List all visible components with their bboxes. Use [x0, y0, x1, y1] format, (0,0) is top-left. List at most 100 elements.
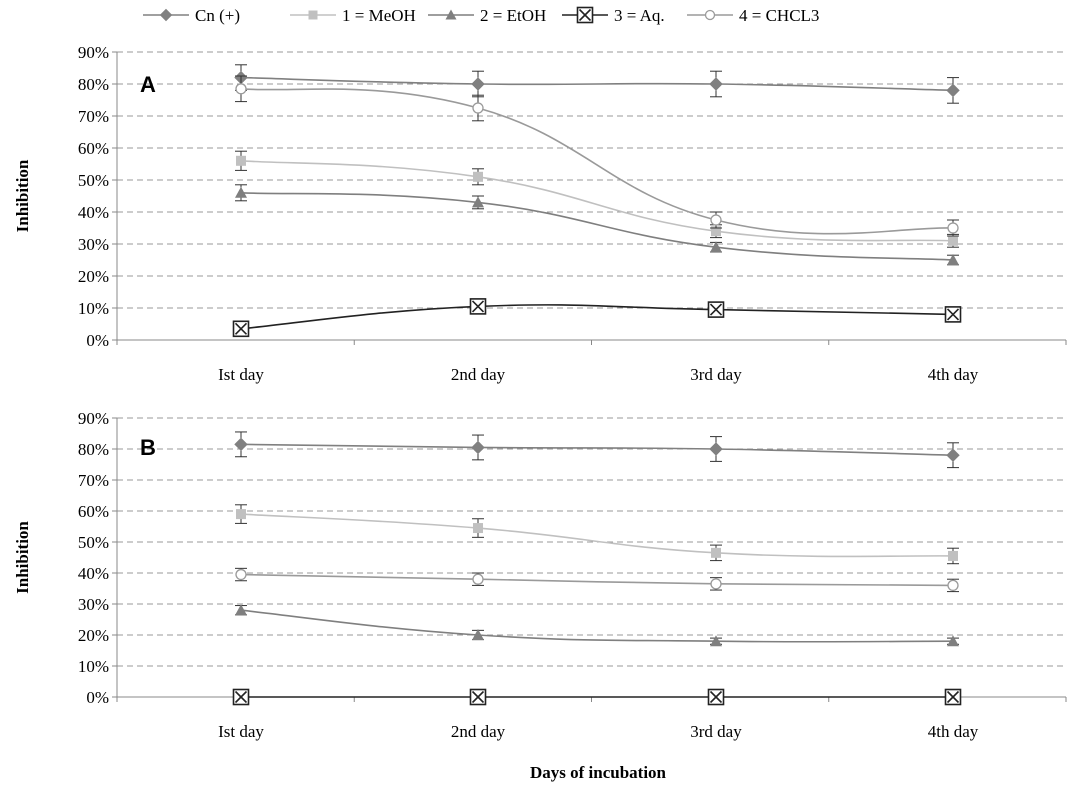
x-tick-label: 2nd day — [451, 365, 506, 384]
data-point — [707, 301, 725, 318]
y-tick-label: 90% — [78, 409, 109, 428]
series-line — [240, 573, 954, 587]
legend-item-3-aq: 3 = Aq. — [562, 6, 665, 25]
data-point — [235, 568, 247, 581]
data-point — [711, 226, 721, 237]
x-tick-label: Ist day — [218, 365, 264, 384]
marker-cross-b — [709, 690, 723, 704]
series-line — [240, 88, 954, 235]
data-point — [472, 573, 484, 585]
marker-cross-b — [234, 322, 248, 335]
data-point — [709, 77, 723, 91]
data-point — [946, 83, 960, 98]
y-tick-label: 70% — [78, 471, 109, 490]
series-4-chcl3 — [235, 567, 959, 593]
series-line — [240, 76, 954, 92]
legend-marker-circle — [704, 9, 716, 21]
y-tick-label: 10% — [78, 657, 109, 676]
marker-cross-b — [578, 8, 592, 22]
y-axis-title: Inhibition — [13, 521, 32, 594]
data-point — [235, 83, 247, 95]
data-point — [232, 688, 250, 706]
series-line — [240, 192, 954, 261]
y-tick-label: 70% — [78, 107, 109, 126]
data-point — [472, 196, 484, 208]
series-1-meoh — [235, 150, 959, 248]
marker-cross-b — [471, 690, 485, 704]
data-point — [472, 629, 484, 640]
marker-cross-b — [946, 690, 960, 704]
y-tick-label: 10% — [78, 299, 109, 318]
data-point — [473, 171, 483, 182]
series-cn — [234, 431, 960, 469]
data-point — [944, 688, 962, 706]
legend-item-2-etoh: 2 = EtOH — [428, 6, 546, 25]
chart-legend: Cn (+) 1 = MeOH 2 = EtOH 3 = Aq. 4 = CHCL3 — [143, 6, 819, 25]
y-tick-label: 0% — [86, 688, 109, 707]
x-tick-label: 4th day — [928, 365, 979, 384]
series-line — [240, 443, 954, 456]
marker-cross-b — [234, 690, 248, 704]
data-point — [947, 222, 959, 234]
series-line — [240, 304, 954, 330]
data-point — [947, 254, 959, 265]
data-point — [711, 547, 721, 558]
data-point — [234, 437, 248, 452]
y-tick-label: 0% — [86, 331, 109, 350]
legend-label: Cn (+) — [195, 6, 240, 25]
legend-marker-diamond — [159, 8, 173, 22]
x-tick-label: 4th day — [928, 722, 979, 741]
data-point — [710, 578, 722, 590]
data-point — [236, 509, 246, 520]
panel-a: 0% 10% 20% 30% 40% 50% 60% 70% 80% 90% Ist day 2nd … — [13, 43, 1067, 384]
x-axis-title: Days of incubation — [530, 763, 667, 782]
y-tick-label: 60% — [78, 502, 109, 521]
y-tick-label: 40% — [78, 203, 109, 222]
y-tick-label: 50% — [78, 171, 109, 190]
data-point — [710, 241, 722, 253]
series-1-meoh — [235, 504, 959, 565]
x-tick-label: 3rd day — [690, 365, 742, 384]
series-2-etoh — [235, 604, 959, 647]
legend-marker-square — [308, 10, 318, 20]
x-tick-label: Ist day — [218, 722, 264, 741]
data-point — [947, 635, 959, 647]
y-tick-label: 60% — [78, 139, 109, 158]
y-tick-label: 40% — [78, 564, 109, 583]
panel-b: 0% 10% 20% 30% 40% 50% 60% 70% 80% 90% Ist day 2nd … — [13, 409, 1067, 741]
data-point — [471, 440, 485, 455]
data-point — [236, 155, 246, 166]
y-tick-label: 30% — [78, 595, 109, 614]
data-point — [948, 235, 958, 246]
legend-label: 3 = Aq. — [614, 6, 665, 25]
y-tick-label: 90% — [78, 43, 109, 62]
series-line — [240, 609, 954, 643]
y-axis-title: Inhibition — [13, 159, 32, 232]
panel-letter: B — [140, 435, 156, 460]
data-point — [473, 523, 483, 534]
data-point — [946, 448, 960, 462]
legend-item-1-meoh: 1 = MeOH — [290, 6, 416, 25]
y-tick-label: 80% — [78, 75, 109, 94]
series-3-aq — [232, 688, 962, 706]
panel-letter: A — [140, 72, 156, 97]
marker-cross-b — [471, 300, 485, 313]
data-point — [947, 579, 959, 592]
data-point — [471, 77, 485, 91]
data-point — [710, 635, 722, 647]
data-point — [232, 320, 250, 338]
series-line — [240, 160, 954, 242]
data-point — [235, 186, 247, 198]
x-tick-label: 2nd day — [451, 722, 506, 741]
marker-cross-b — [709, 303, 723, 316]
legend-item-4-chcl3: 4 = CHCL3 — [687, 6, 819, 25]
y-tick-label: 50% — [78, 533, 109, 552]
data-point — [469, 298, 487, 315]
marker-cross-b — [946, 308, 960, 321]
legend-label: 1 = MeOH — [342, 6, 416, 25]
series-line — [240, 513, 954, 558]
legend-marker-boxed-x — [576, 6, 594, 24]
data-point — [710, 214, 722, 226]
y-tick-label: 20% — [78, 626, 109, 645]
